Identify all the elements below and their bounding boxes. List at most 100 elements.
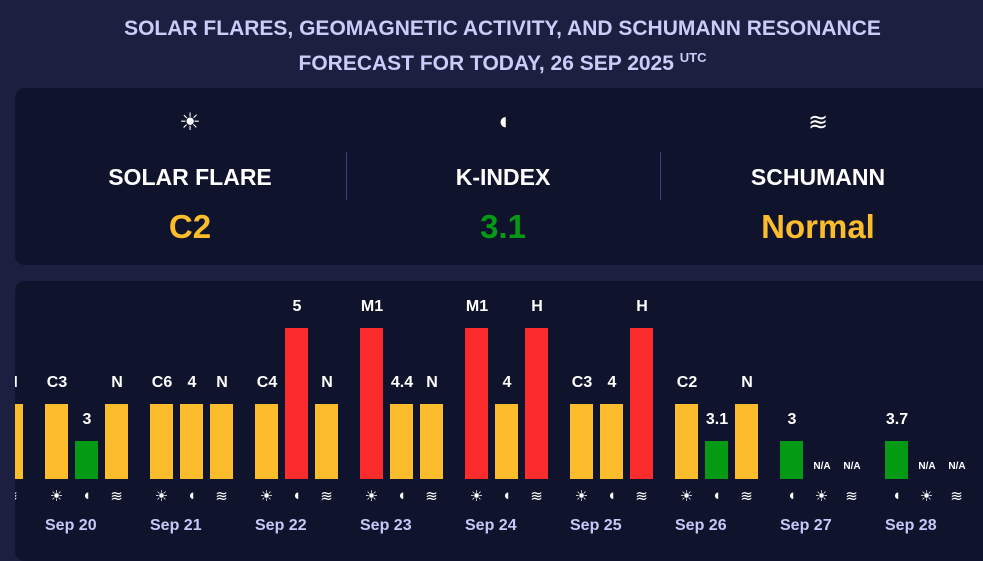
sun-icon: ☀ [259, 488, 274, 505]
divider [660, 152, 661, 200]
sun-icon: ☀ [49, 488, 64, 505]
flare-bar [150, 404, 173, 479]
solar-flare-summary: ☀ SOLAR FLARE C2 [25, 88, 355, 265]
kindex-value-label: 3.7 [885, 411, 909, 428]
sun-icon: ☀ [814, 488, 829, 505]
flare-value-label: C2 [676, 374, 698, 391]
sun-icon: ☀ [364, 488, 379, 505]
sun-icon: ☀ [469, 488, 484, 505]
date-label: Sep 20 [45, 517, 97, 534]
flare-bar [360, 328, 383, 479]
waves-icon: ≋ [845, 488, 858, 505]
schumann-bar [210, 404, 233, 479]
waves-icon: ≋ [110, 488, 123, 505]
flare-value-label: C6 [151, 374, 173, 391]
date-label: Sep 26 [675, 517, 727, 534]
page-title: SOLAR FLARES, GEOMAGNETIC ACTIVITY, AND … [0, 14, 983, 78]
schumann-value-label: N [426, 374, 438, 391]
sun-icon: ☀ [154, 488, 169, 505]
date-label: Sep 24 [465, 517, 517, 534]
schumann-value-label: N [216, 374, 228, 391]
magnet-icon: ◖ [186, 487, 197, 504]
sun-icon: ☀ [179, 109, 201, 136]
kindex-bar [495, 404, 518, 479]
kindex-bar [780, 441, 803, 479]
flare-bar [255, 404, 278, 479]
solar-flare-label: SOLAR FLARE [108, 164, 272, 190]
kindex-bar [390, 404, 413, 479]
date-label: Sep 28 [885, 517, 937, 534]
waves-icon: ≋ [807, 109, 829, 136]
schumann-bar [105, 404, 128, 479]
schumann-value-label: N [15, 374, 37, 392]
schumann-value-label: H [531, 298, 543, 315]
divider [346, 152, 347, 200]
schumann-value-label: N [111, 374, 123, 391]
waves-icon: ≋ [635, 488, 648, 505]
magnet-icon: ◖ [291, 487, 302, 504]
waves-icon: ≋ [320, 488, 333, 505]
schumann-value: Normal [761, 208, 875, 245]
magnet-icon: ◖ [81, 487, 92, 504]
flare-value-label: N/A [918, 461, 936, 472]
sun-icon: ☀ [679, 488, 694, 505]
schumann-value-label: N [321, 374, 333, 391]
kindex-value-label: 4 [187, 374, 197, 391]
kindex-value-label: 4.4 [390, 374, 414, 391]
kindex-bar [600, 404, 623, 479]
flare-bar [465, 328, 488, 479]
date-label: Sep 23 [360, 517, 412, 534]
flare-value-label: C3 [571, 374, 593, 391]
kindex-bar [75, 441, 98, 479]
magnet-icon: ◖ [711, 487, 722, 504]
waves-icon: ≋ [215, 488, 228, 505]
magnet-icon: ◖ [396, 487, 407, 504]
kindex-value-label: 3 [787, 411, 797, 428]
flare-value-label: N/A [813, 461, 831, 472]
flare-bar [675, 404, 698, 479]
title-line-1: SOLAR FLARES, GEOMAGNETIC ACTIVITY, AND … [124, 17, 881, 40]
flare-value-label: C4 [256, 374, 278, 391]
schumann-bar [420, 404, 443, 479]
waves-icon: ≋ [425, 488, 438, 505]
date-label: Sep 22 [255, 517, 307, 534]
kindex-bar [885, 441, 908, 479]
k-index-value: 3.1 [480, 208, 526, 245]
schumann-value-label: N [741, 374, 753, 391]
schumann-value-label: H [636, 298, 648, 315]
schumann-label: SCHUMANN [750, 164, 886, 190]
schumann-summary: ≋ SCHUMANN Normal [653, 88, 983, 265]
flare-bar [570, 404, 593, 479]
title-line-2: FORECAST FOR TODAY, 26 SEP 2025 [298, 52, 674, 75]
magnet-icon: ◖ [606, 487, 617, 504]
kindex-bar [285, 328, 308, 479]
kindex-value-label: 3 [82, 411, 92, 428]
schumann-bar [15, 404, 23, 479]
forecast-chart: N ≋ C3 ☀ 3 ◖ N ≋ Sep 20 C6 ☀ 4 ◖ N ≋ Sep 21 C4 ☀ 5 ◖ N ≋ Sep 2… [15, 281, 983, 561]
kindex-value-label: 4 [502, 374, 512, 391]
schumann-bar [630, 328, 653, 479]
summary-card: ☀ SOLAR FLARE C2 ◖ K-INDEX 3.1 ≋ SCHUMAN… [15, 88, 983, 265]
date-label: Sep 21 [150, 517, 202, 534]
kindex-value-label: 4 [607, 374, 617, 391]
schumann-bar [315, 404, 338, 479]
magnet-icon: ◖ [786, 487, 797, 504]
sun-icon: ☀ [574, 488, 589, 505]
sun-icon: ☀ [919, 488, 934, 505]
kindex-bar [180, 404, 203, 479]
flare-bar [45, 404, 68, 479]
flare-value-label: C3 [46, 374, 68, 391]
kindex-bar [705, 441, 728, 479]
schumann-value-label: N/A [948, 461, 966, 472]
k-index-summary: ◖ K-INDEX 3.1 [338, 88, 668, 265]
magnet-icon: ◖ [891, 487, 902, 504]
waves-icon: ≋ [740, 488, 753, 505]
waves-icon: ≋ [15, 487, 23, 505]
solar-flare-value: C2 [168, 208, 212, 245]
utc-label: UTC [679, 50, 707, 65]
kindex-value-label: 5 [292, 298, 302, 315]
flare-value-label: M1 [360, 298, 384, 315]
waves-icon: ≋ [530, 488, 543, 505]
schumann-bar [525, 328, 548, 479]
date-label: Sep 27 [780, 517, 832, 534]
